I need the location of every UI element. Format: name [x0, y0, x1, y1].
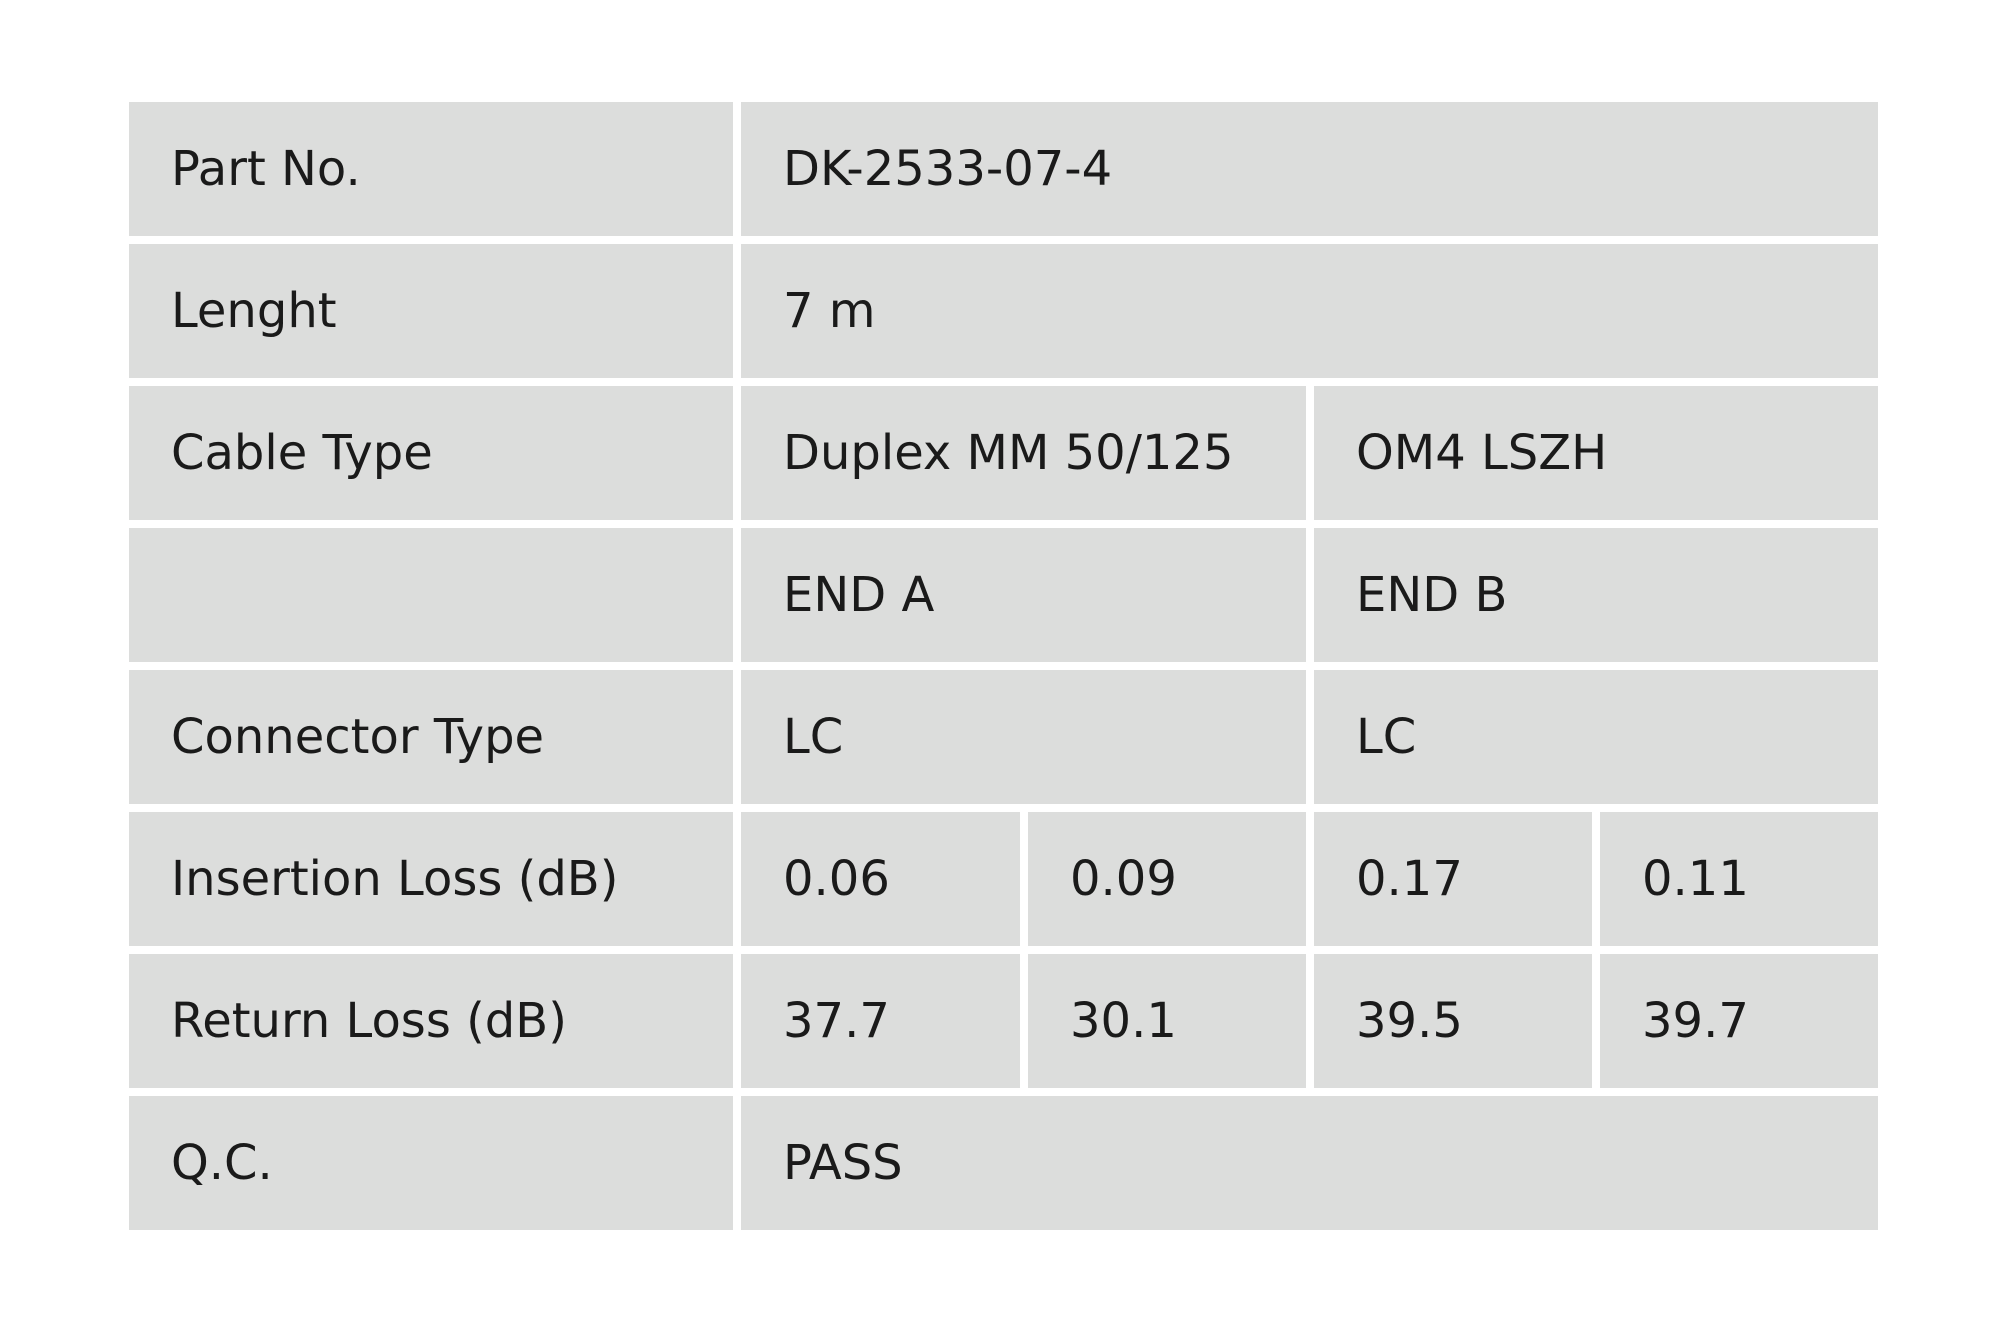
row-label: Insertion Loss (dB): [129, 812, 733, 946]
spec-table: Part No. DK-2533-07-4 Lenght 7 m Cable T…: [129, 102, 1878, 1230]
row-label: Cable Type: [129, 386, 733, 520]
cell: Duplex MM 50/125: [741, 386, 1306, 520]
cell: 0.17: [1314, 812, 1592, 946]
row-label: Q.C.: [129, 1096, 733, 1230]
row-label: [129, 528, 733, 662]
cell: 0.11: [1600, 812, 1878, 946]
cell: 37.7: [741, 954, 1020, 1088]
row-label: Return Loss (dB): [129, 954, 733, 1088]
cell: PASS: [741, 1096, 1878, 1230]
cell: OM4 LSZH: [1314, 386, 1878, 520]
cell: END B: [1314, 528, 1878, 662]
cell: 39.7: [1600, 954, 1878, 1088]
cell: 0.06: [741, 812, 1020, 946]
cell: DK-2533-07-4: [741, 102, 1878, 236]
cell: 7 m: [741, 244, 1878, 378]
cell: 39.5: [1314, 954, 1592, 1088]
cell: LC: [741, 670, 1306, 804]
row-label: Lenght: [129, 244, 733, 378]
cell: END A: [741, 528, 1306, 662]
row-label: Part No.: [129, 102, 733, 236]
cell: 0.09: [1028, 812, 1306, 946]
cell: 30.1: [1028, 954, 1306, 1088]
cell: LC: [1314, 670, 1878, 804]
row-label: Connector Type: [129, 670, 733, 804]
